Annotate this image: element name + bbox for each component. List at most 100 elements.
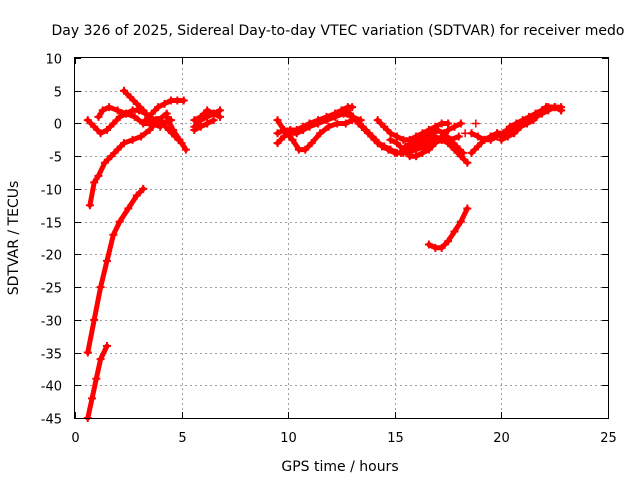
data-point [120, 86, 129, 95]
x-tick-labels: 0 5 10 15 20 25 [71, 431, 616, 446]
y-tick-labels: 10 5 0 -5 -10 -15 -20 -25 -30 -35 -40 -45 [41, 53, 62, 428]
data-point [273, 116, 282, 125]
data-point [169, 126, 178, 134]
grid-lines [75, 58, 608, 418]
series-line-arc-19 [403, 127, 466, 156]
y-tick-label: 0 [54, 118, 62, 133]
data-point [467, 148, 476, 157]
data-point [392, 139, 401, 148]
data-point [203, 119, 212, 128]
data-point [480, 135, 489, 144]
data-point [273, 129, 282, 138]
data-point [102, 126, 111, 134]
data-point [463, 204, 472, 213]
data-point [471, 119, 480, 128]
data-point [190, 126, 199, 134]
data-point [85, 201, 94, 210]
data-point [412, 152, 421, 161]
y-tick-label: -25 [41, 282, 62, 297]
data-point [446, 135, 455, 144]
data-point [130, 112, 139, 121]
y-tick-label: -10 [41, 184, 62, 199]
data-point [348, 103, 357, 112]
data-point [132, 99, 141, 108]
data-point [90, 178, 99, 187]
data-point [126, 93, 135, 102]
y-tick-label: -35 [41, 348, 62, 363]
data-point [100, 158, 109, 167]
data-point [96, 283, 105, 292]
data-point [139, 106, 148, 115]
data-point [145, 126, 154, 134]
data-point [115, 217, 124, 226]
data-point [424, 135, 433, 144]
axis-ticks [75, 58, 609, 419]
data-point [301, 145, 310, 154]
data-point [407, 139, 416, 148]
data-point [137, 132, 146, 141]
data-point [444, 237, 453, 246]
data-point [94, 171, 103, 180]
data-point [373, 139, 382, 148]
chart-title: Day 326 of 2025, Sidereal Day-to-day VTE… [52, 23, 625, 39]
x-tick-label: 20 [493, 431, 510, 446]
y-tick-label: 5 [54, 86, 62, 101]
data-point [90, 315, 99, 324]
data-point [215, 112, 224, 121]
data-point [522, 119, 531, 128]
data-point [88, 394, 97, 403]
data-point [503, 132, 512, 141]
data-point [450, 122, 459, 131]
y-tick-label: -20 [41, 249, 62, 264]
data-point [203, 106, 212, 115]
data-point [450, 227, 459, 236]
data-point [456, 119, 465, 128]
data-point [179, 96, 188, 105]
data-point [380, 142, 389, 151]
data-point [444, 126, 453, 134]
data-point [360, 126, 369, 134]
data-point [158, 119, 167, 128]
x-tick-label: 10 [280, 431, 297, 446]
data-point [456, 217, 465, 226]
data-point [109, 230, 118, 239]
data-point [437, 243, 446, 252]
data-point [322, 116, 331, 125]
data-point [333, 119, 342, 128]
data-point [459, 148, 468, 157]
data-point [314, 119, 323, 128]
data-point [273, 139, 282, 148]
y-tick-label: -15 [41, 217, 62, 232]
data-point [418, 139, 427, 148]
data-point [96, 129, 105, 138]
data-point [147, 109, 156, 118]
y-tick-label: -5 [49, 151, 62, 166]
data-point [454, 132, 463, 141]
y-axis-label: SDTVAR / TECUs [6, 181, 22, 296]
data-point [128, 135, 137, 144]
data-point [333, 109, 342, 118]
data-point [120, 139, 129, 148]
data-point [196, 122, 205, 131]
y-tick-label: 10 [45, 53, 62, 68]
y-tick-label: -30 [41, 315, 62, 330]
data-point [288, 135, 297, 144]
data-point [418, 148, 427, 157]
data-point [102, 342, 111, 350]
data-point [109, 119, 118, 128]
data-point [373, 116, 382, 125]
data-point [196, 112, 205, 121]
x-tick-label: 25 [600, 431, 617, 446]
y-tick-label: -40 [41, 380, 62, 395]
data-point [424, 145, 433, 154]
data-point [386, 145, 395, 154]
data-point [122, 109, 131, 118]
data-point [510, 129, 519, 138]
data-point [132, 191, 141, 200]
data-point [420, 132, 429, 141]
data-point [473, 132, 482, 141]
data-point [452, 142, 461, 151]
data-point [124, 204, 133, 213]
data-point [152, 116, 161, 125]
